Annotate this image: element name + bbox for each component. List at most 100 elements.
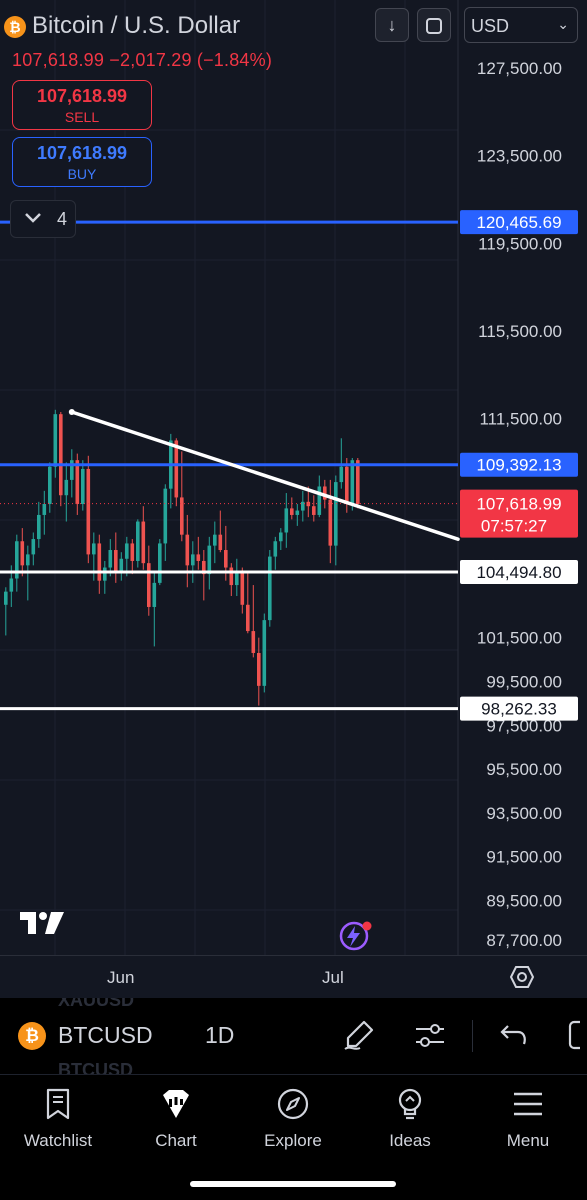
candle-body (42, 504, 47, 515)
candle-body (213, 534, 217, 546)
candle-body (180, 497, 184, 535)
candle-body (246, 604, 250, 632)
candle-body (37, 514, 41, 540)
candle-body (108, 550, 113, 568)
download-button[interactable]: ↓ (375, 8, 409, 42)
nav-label: Ideas (389, 1131, 431, 1150)
sell-label: SELL (64, 109, 100, 125)
candle-body (301, 501, 305, 511)
candle-body (174, 440, 179, 498)
indicators-count: 4 (57, 209, 68, 229)
price-tick-label: 99,500.00 (486, 672, 562, 691)
level-label-box (460, 452, 578, 477)
candle-body (323, 486, 327, 500)
time-label-jul: Jul (322, 968, 344, 987)
fullscreen-icon[interactable] (566, 1018, 587, 1052)
candle-body (75, 460, 80, 504)
currency-value: USD (471, 16, 510, 36)
symbol-toolbar: XAUUSD BTCUSD ₿ BTCUSD 1D (0, 998, 587, 1075)
lightbulb-icon (398, 1088, 422, 1120)
chart-header: ₿ Bitcoin / U.S. Dollar 107,618.99 −2,01… (0, 0, 587, 100)
time-axis[interactable]: Jun Jul (0, 955, 587, 998)
candle-body (97, 543, 102, 581)
last-price: 107,618.99 (12, 50, 105, 70)
symbol-title[interactable]: Bitcoin / U.S. Dollar (32, 12, 241, 39)
candle-body (262, 620, 267, 686)
nav-label: Explore (264, 1131, 322, 1150)
price-tick-label: 87,700.00 (486, 931, 562, 950)
chevron-down-icon (23, 207, 43, 232)
candle-body (20, 541, 25, 566)
candle-body (268, 556, 272, 621)
nav-watchlist[interactable]: Watchlist (8, 1087, 108, 1151)
price-tick-label: 115,500.00 (478, 322, 562, 341)
price-tick-label: 119,500.00 (478, 234, 562, 253)
buy-button[interactable]: 107,618.99 BUY (12, 137, 152, 187)
buy-label: BUY (67, 166, 97, 182)
level-label-box (460, 696, 578, 721)
candle-body (86, 468, 91, 555)
candle-body (152, 582, 157, 607)
candle-body (279, 532, 283, 542)
candle-body (70, 460, 74, 480)
candle-body (15, 541, 19, 579)
nav-explore[interactable]: Explore (243, 1087, 343, 1151)
nav-chart[interactable]: Chart (126, 1087, 226, 1151)
symbol-selector[interactable]: BTCUSD (58, 1022, 153, 1048)
candle-body (273, 541, 278, 557)
trendline-anchor (68, 408, 75, 415)
time-label-jun: Jun (107, 968, 135, 987)
candle-body (59, 414, 63, 496)
price-change-percent: (−1.84%) (196, 50, 273, 70)
candle-body (207, 545, 212, 575)
candle-body (191, 554, 195, 566)
chart-icon (163, 1090, 189, 1118)
bitcoin-icon: ₿ (4, 16, 26, 38)
fullscreen-icon (426, 18, 442, 34)
candlestick-chart[interactable]: 127,500.00 123,500.00 119,500.00 115,500.00… (0, 0, 587, 998)
candle-body (31, 539, 36, 555)
candle-body (4, 591, 8, 605)
price-tick-label: 95,500.00 (486, 760, 562, 779)
buy-price: 107,618.99 (36, 143, 128, 163)
candle-body (356, 460, 360, 504)
currency-select[interactable]: USD ⌄ (464, 7, 578, 43)
indicators-sliders-icon[interactable] (413, 1018, 447, 1052)
interval-selector[interactable]: 1D (205, 1022, 235, 1048)
level-label: 104,494.80 (476, 563, 561, 582)
undo-icon[interactable] (498, 1018, 532, 1052)
price-change: −2,017.29 (109, 50, 192, 70)
candle-body (130, 543, 135, 561)
candle-body (312, 506, 316, 515)
price-change-line: 107,618.99 −2,017.29 (−1.84%) (12, 50, 272, 71)
fullscreen-button[interactable] (417, 8, 451, 42)
drawing-pen-icon[interactable] (342, 1018, 376, 1052)
candle-body (92, 543, 96, 555)
compass-icon (277, 1088, 309, 1120)
level-label: 98,262.33 (481, 700, 557, 719)
candle-body (48, 466, 52, 504)
candle-body (350, 460, 355, 504)
nav-ideas[interactable]: Ideas (360, 1087, 460, 1151)
bitcoin-icon: ₿ (18, 1022, 46, 1050)
ghost-prev-symbol: XAUUSD (58, 998, 135, 1010)
chart-area[interactable]: 127,500.00 123,500.00 119,500.00 115,500.00… (0, 0, 587, 998)
chart-settings-icon[interactable] (510, 965, 534, 989)
candle-body (158, 543, 162, 583)
level-label: 109,392.13 (476, 456, 561, 475)
indicators-toggle[interactable]: 4 (10, 200, 76, 238)
candle-body (196, 554, 201, 561)
current-price-label-box (460, 489, 578, 538)
price-tick-label: 123,500.00 (477, 147, 562, 166)
candle-body (284, 508, 289, 533)
candle-body (64, 479, 69, 496)
candle-body (141, 521, 146, 564)
watchlist-icon (46, 1088, 70, 1120)
sell-button[interactable]: 107,618.99 SELL (12, 80, 152, 130)
lightning-icon[interactable] (334, 920, 372, 952)
candle-body (26, 554, 30, 566)
candle-body (202, 560, 206, 575)
toolbar-separator (472, 1020, 473, 1052)
nav-menu[interactable]: Menu (478, 1087, 578, 1151)
candle-body (114, 550, 118, 572)
